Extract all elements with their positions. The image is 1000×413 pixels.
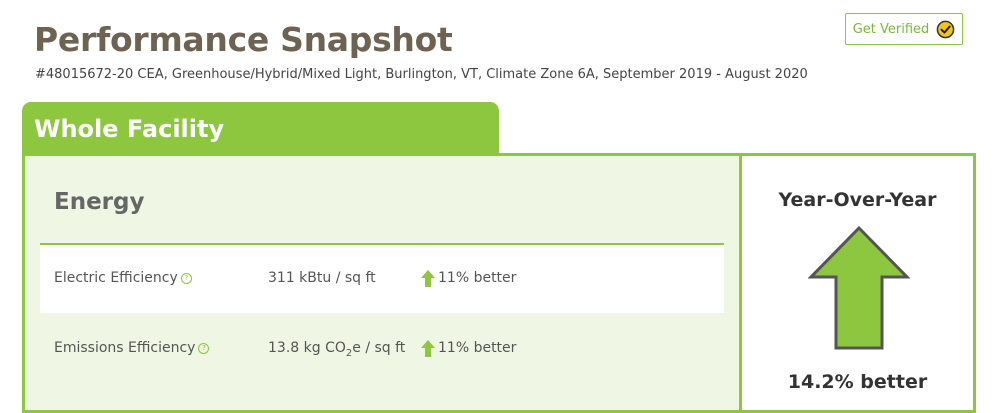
metric-change: 11% better	[421, 269, 516, 287]
get-verified-label: Get Verified	[852, 21, 930, 37]
metric-value: 311 kBtu / sq ft	[268, 270, 376, 286]
metric-change: 11% better	[421, 339, 516, 357]
metric-value: 13.8 kg CO2e / sq ft	[268, 339, 405, 363]
facility-panel: Energy Electric Efficiency? 311 kBtu / s…	[22, 153, 976, 413]
tab-whole-facility[interactable]: Whole Facility	[22, 102, 499, 156]
arrow-up-icon	[421, 339, 435, 357]
metric-label: Electric Efficiency?	[54, 269, 192, 287]
check-circle-icon	[936, 20, 955, 38]
metric-label-text: Electric Efficiency	[54, 270, 178, 286]
get-verified-button[interactable]: Get Verified	[845, 13, 963, 45]
year-over-year-title: Year-Over-Year	[778, 189, 937, 211]
metric-change-text: 11% better	[438, 340, 517, 356]
metric-label-text: Emissions Efficiency	[54, 340, 196, 356]
arrow-up-icon	[421, 269, 435, 287]
year-over-year-section: Year-Over-Year 14.2% better	[742, 156, 973, 410]
metric-value-prefix: 13.8 kg CO	[268, 340, 346, 356]
big-arrow-up-icon	[808, 225, 910, 350]
metric-row-electric-efficiency: Electric Efficiency? 311 kBtu / sq ft 11…	[40, 245, 724, 313]
page-subtitle: #48015672-20 CEA, Greenhouse/Hybrid/Mixe…	[35, 67, 808, 82]
energy-title: Energy	[54, 189, 145, 215]
year-over-year-value: 14.2% better	[787, 371, 928, 393]
energy-section: Energy Electric Efficiency? 311 kBtu / s…	[25, 156, 742, 410]
metric-value-suffix: e / sq ft	[352, 340, 406, 356]
page-title: Performance Snapshot	[34, 20, 453, 59]
help-icon[interactable]: ?	[180, 272, 192, 284]
metric-value-subscript: 2	[345, 347, 353, 359]
help-icon[interactable]: ?	[198, 342, 210, 354]
metric-label: Emissions Efficiency?	[54, 339, 210, 357]
section-divider	[40, 243, 724, 245]
metric-change-text: 11% better	[438, 270, 517, 286]
tab-label: Whole Facility	[34, 115, 225, 143]
metric-row-emissions-efficiency: Emissions Efficiency? 13.8 kg CO2e / sq …	[40, 315, 724, 383]
